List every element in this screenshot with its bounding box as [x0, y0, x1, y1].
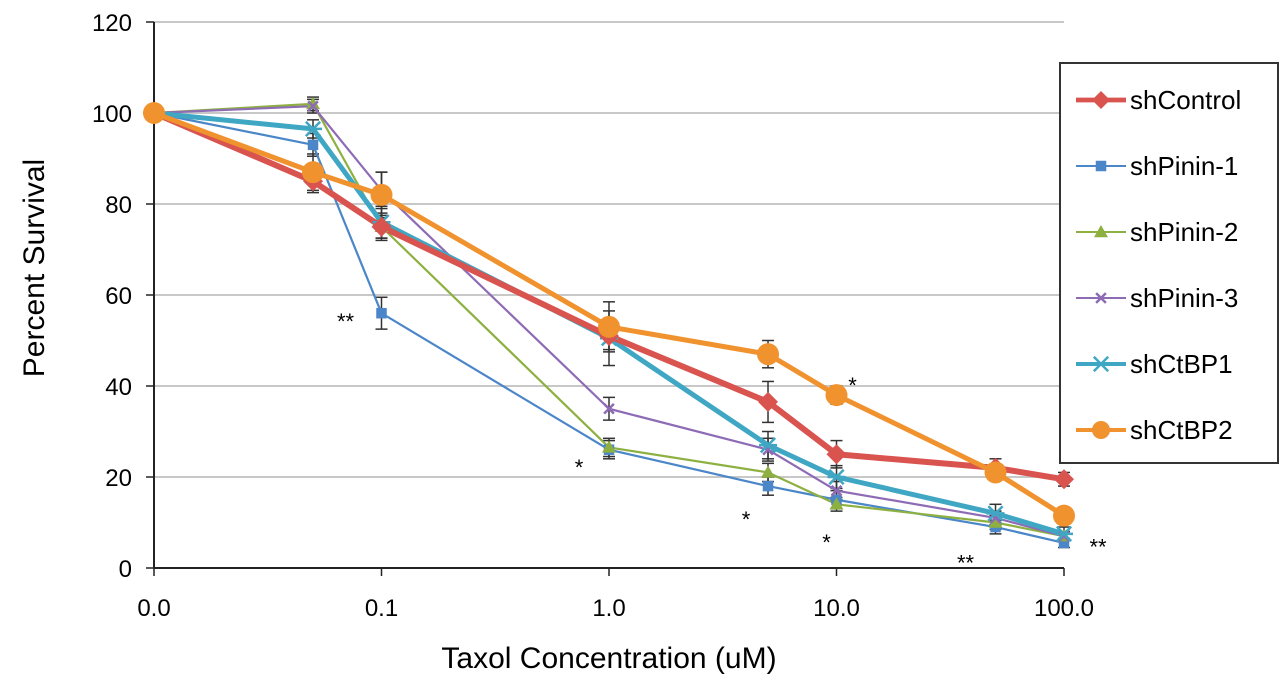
legend-entry-shCtBP2: shCtBP2 [1076, 415, 1233, 445]
y-tick-label-40: 40 [105, 374, 132, 401]
legend-label-shCtBP1: shCtBP1 [1130, 349, 1233, 379]
legend-swatch-marker [1092, 421, 1110, 439]
point-shControl-5 [826, 444, 847, 465]
point-shCtBP1-5 [827, 468, 846, 486]
gridlines [146, 21, 1064, 569]
point-shPinin-1-4 [762, 480, 774, 492]
point-shCtBP2-5 [825, 384, 848, 407]
y-tick-label-120: 120 [92, 10, 132, 37]
point-shCtBP2-4 [757, 343, 780, 366]
series-markers [143, 96, 1075, 549]
annotation-2: * [742, 507, 751, 532]
point-shCtBP1-4 [759, 437, 778, 454]
series-line-shPinin-1 [153, 111, 1065, 545]
series-line-shPinin-2 [153, 102, 1065, 538]
point-shPinin-1-1 [307, 139, 319, 151]
x-tick-label-1.0: 1.0 [592, 595, 625, 622]
point-shControl-4 [758, 391, 779, 412]
point-shPinin-3-1 [307, 100, 319, 112]
legend-swatch-marker [1095, 292, 1107, 304]
point-shCtBP2-6 [984, 461, 1007, 484]
series-line-shPinin-3 [153, 105, 1065, 538]
point-shCtBP2-0 [143, 102, 165, 124]
x-tick-label-0.1: 0.1 [365, 595, 398, 622]
legend-entry-shCtBP1: shCtBP1 [1076, 349, 1233, 379]
y-tick-label-20: 20 [105, 465, 132, 492]
point-shControl-7 [1054, 469, 1074, 490]
legend-entry-shPinin-2: shPinin-2 [1076, 217, 1238, 247]
x-tick-label-10.0: 10.0 [813, 595, 860, 622]
point-shPinin-2-3 [602, 440, 616, 453]
point-shCtBP2-3 [598, 315, 620, 338]
legend-entry-shControl: shControl [1076, 85, 1241, 115]
point-shPinin-2-1 [306, 96, 321, 110]
legend: shControl shPinin-1 shPinin-2 shPinin-3 shCt… [1059, 62, 1279, 464]
legend-entry-shPinin-1: shPinin-1 [1076, 151, 1238, 181]
point-shPinin-2-6 [988, 515, 1003, 528]
y-axis-title: Percent Survival [18, 159, 51, 377]
point-shCtBP2-2 [370, 183, 393, 206]
series-lines [152, 102, 1066, 545]
point-shPinin-3-4 [762, 443, 774, 456]
y-tick-label-80: 80 [105, 192, 132, 219]
point-shCtBP2-1 [302, 161, 325, 184]
annotation-5: ** [957, 550, 975, 575]
annotation-3: * [822, 530, 831, 555]
x-tick-labels: 0.0 0.1 1.0 10.0 100.0 [137, 568, 1094, 622]
point-shControl-2 [371, 216, 392, 237]
point-shPinin-1-2 [376, 307, 387, 319]
series-line-shCtBP2 [153, 110, 1066, 518]
point-shPinin-2-5 [829, 497, 844, 510]
point-shCtBP2-7 [1053, 504, 1075, 527]
legend-swatch-marker [1092, 355, 1110, 373]
legend-label-shPinin-1: shPinin-1 [1130, 151, 1238, 181]
point-shPinin-3-5 [830, 484, 843, 497]
legend-swatch-marker [1094, 225, 1108, 238]
point-shPinin-3-6 [989, 512, 1002, 524]
x-axis-title: Taxol Concentration (uM) [441, 642, 776, 675]
legend-label-shCtBP2: shCtBP2 [1130, 415, 1233, 445]
annotation-4: * [848, 373, 857, 398]
annotation-1: * [575, 455, 584, 480]
legend-box [1059, 62, 1279, 464]
legend-label-shPinin-3: shPinin-3 [1130, 283, 1238, 313]
y-tick-label-60: 60 [105, 283, 132, 310]
legend-label-shPinin-2: shPinin-2 [1130, 217, 1238, 247]
point-shPinin-1-7 [1058, 537, 1070, 549]
x-tick-label-0.0: 0.0 [137, 595, 170, 622]
point-shCtBP1-1 [304, 120, 323, 138]
legend-swatch-marker [1095, 160, 1107, 172]
y-tick-label-100: 100 [92, 101, 132, 128]
annotation-6: ** [1089, 534, 1107, 559]
series-line-shControl [152, 110, 1065, 483]
point-shPinin-3-3 [603, 402, 615, 415]
legend-entry-shPinin-3: shPinin-3 [1076, 283, 1238, 313]
legend-swatch-marker [1092, 91, 1110, 109]
y-tick-label-0: 0 [119, 556, 132, 583]
x-tick-label-100.0: 100.0 [1034, 595, 1094, 622]
significance-annotations: ********** [337, 309, 1107, 575]
series-line-shCtBP1 [153, 110, 1065, 537]
y-tick-labels: 0 20 40 60 80 100 120 [92, 10, 132, 583]
point-shPinin-2-4 [761, 465, 776, 478]
legend-label-shControl: shControl [1130, 85, 1241, 115]
point-shCtBP1-6 [986, 505, 1005, 522]
point-shCtBP1-7 [1055, 525, 1073, 542]
annotation-0: ** [337, 309, 355, 334]
